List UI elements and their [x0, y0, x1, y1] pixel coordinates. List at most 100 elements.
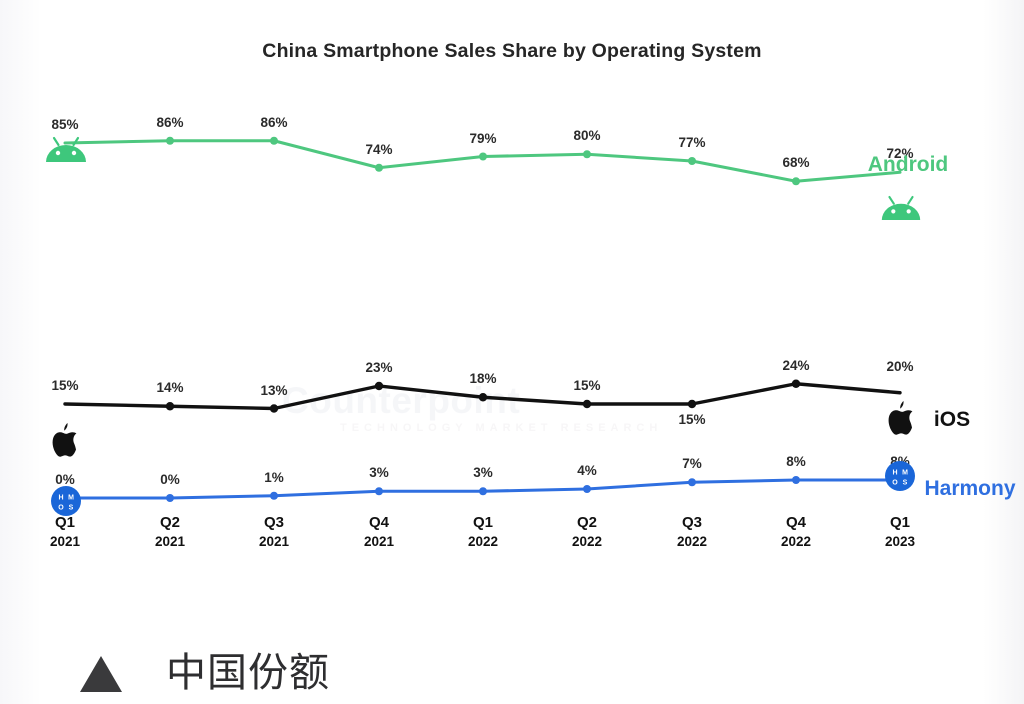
data-point: [479, 152, 487, 161]
value-label: 85%: [51, 117, 79, 132]
value-label: 24%: [782, 357, 810, 373]
harmony-marker-m: M: [68, 495, 74, 502]
x-tick-quarter: Q1: [54, 514, 76, 531]
value-label: 15%: [678, 412, 706, 427]
android-robot-icon: [46, 136, 86, 162]
data-point: [375, 487, 383, 496]
value-label: 15%: [51, 378, 79, 393]
series-line-android: [63, 139, 902, 183]
value-label: 1%: [264, 469, 284, 485]
data-point: [791, 379, 801, 388]
x-axis-tick: Q3 2022: [677, 513, 707, 551]
apple-logo-icon: [52, 423, 77, 457]
triangle-up-icon: [80, 656, 122, 692]
series-label-harmony: Harmony: [924, 477, 1016, 500]
harmony-marker-s: S: [903, 480, 908, 487]
data-point: [166, 136, 174, 145]
x-tick-quarter: Q1: [889, 514, 911, 531]
data-point: [166, 494, 174, 502]
android-robot-icon: [881, 195, 921, 221]
value-label: 86%: [260, 114, 288, 130]
value-label: 80%: [573, 128, 601, 144]
data-point: [688, 157, 696, 165]
footer-caption: 中国份额: [166, 650, 330, 696]
x-tick-year: 2022: [467, 534, 499, 550]
series-lines: [63, 139, 902, 500]
x-tick-quarter: Q3: [681, 514, 703, 531]
data-point: [792, 476, 800, 484]
x-tick-quarter: Q2: [159, 514, 181, 531]
series-label-ios: iOS: [933, 408, 971, 431]
x-axis-tick: Q1 2023: [885, 513, 915, 551]
value-label: 23%: [365, 360, 393, 375]
value-label: 8%: [786, 454, 806, 469]
x-tick-quarter: Q2: [576, 514, 598, 531]
x-tick-year: 2022: [571, 534, 603, 550]
harmony-marker-h: H: [58, 495, 63, 502]
data-point: [270, 491, 278, 500]
series-points: [165, 136, 801, 502]
value-label: 0%: [160, 472, 180, 487]
x-axis-tick: Q4 2021: [364, 513, 394, 551]
series-label-android: Android: [867, 153, 949, 176]
harmony-marker-o: O: [58, 505, 64, 512]
harmonyos-circle-icon: H M O S: [885, 461, 915, 491]
harmony-marker-m: M: [902, 470, 908, 477]
footer-caption-bar: 中国份额: [0, 632, 1024, 704]
x-axis-tick: Q2 2021: [155, 513, 185, 551]
value-label: 72%: [886, 146, 914, 162]
x-tick-year: 2023: [884, 534, 916, 550]
x-tick-year: 2021: [258, 534, 290, 550]
value-label: 86%: [156, 114, 184, 130]
value-label: 13%: [260, 382, 288, 398]
value-label: 0%: [55, 472, 75, 487]
value-label: 15%: [573, 378, 601, 393]
value-label: 4%: [577, 463, 597, 478]
harmony-marker-s: S: [69, 505, 74, 512]
x-axis-tick: Q2 2022: [572, 513, 602, 551]
value-label: 74%: [365, 141, 393, 157]
x-tick-quarter: Q1: [472, 514, 494, 531]
data-point: [375, 163, 383, 172]
value-label: 3%: [473, 465, 493, 481]
data-point: [688, 478, 696, 487]
value-label: 14%: [156, 380, 184, 396]
x-tick-year: 2021: [49, 534, 81, 550]
value-label: 18%: [469, 371, 497, 387]
value-label: 7%: [682, 456, 702, 472]
data-point: [478, 393, 488, 402]
data-point: [165, 402, 175, 411]
value-label: 20%: [886, 358, 914, 374]
data-point: [687, 399, 697, 409]
x-axis-tick: Q1 2021: [50, 513, 80, 551]
x-tick-year: 2021: [154, 534, 186, 550]
x-tick-year: 2022: [780, 534, 812, 550]
x-tick-quarter: Q4: [368, 514, 390, 531]
apple-logo-icon: [888, 401, 913, 435]
x-axis-tick: Q4 2022: [781, 513, 811, 551]
data-point: [374, 381, 384, 391]
x-tick-quarter: Q4: [785, 514, 807, 531]
data-point: [583, 150, 591, 159]
value-label: 68%: [782, 155, 810, 171]
data-point: [792, 177, 800, 186]
harmonyos-circle-icon: H M O S: [51, 486, 81, 516]
value-label: 79%: [469, 130, 497, 146]
x-tick-year: 2022: [676, 534, 708, 550]
harmony-marker-o: O: [892, 480, 898, 487]
x-axis-tick: Q1 2022: [468, 513, 498, 551]
value-label: 3%: [369, 465, 389, 481]
data-point: [270, 136, 278, 145]
data-point: [479, 487, 487, 496]
harmony-marker-h: H: [892, 470, 897, 477]
data-point: [583, 485, 591, 493]
value-label: 77%: [678, 135, 706, 150]
data-point: [582, 399, 592, 409]
x-tick-year: 2021: [363, 534, 395, 550]
data-point: [269, 404, 279, 413]
chart-title: China Smartphone Sales Share by Operatin…: [262, 40, 762, 62]
x-axis-tick: Q3 2021: [259, 513, 289, 551]
x-tick-quarter: Q3: [263, 514, 285, 531]
